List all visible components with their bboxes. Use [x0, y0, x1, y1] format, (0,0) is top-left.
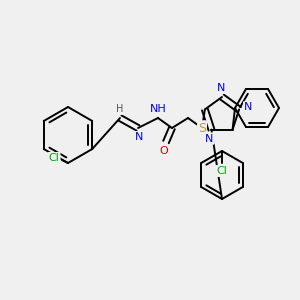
Text: N: N [217, 83, 225, 93]
Text: Cl: Cl [49, 153, 59, 163]
Text: S: S [198, 122, 206, 134]
Text: H: H [116, 104, 124, 114]
Text: N: N [205, 134, 214, 144]
Text: H: H [116, 104, 124, 114]
Text: N: N [244, 102, 252, 112]
Text: NH: NH [150, 104, 166, 114]
Text: NH: NH [150, 104, 166, 114]
Text: N: N [135, 132, 143, 142]
Text: N: N [135, 132, 143, 142]
Text: N: N [205, 134, 214, 144]
Text: O: O [160, 146, 168, 156]
Text: S: S [198, 122, 206, 134]
Text: O: O [160, 146, 168, 156]
Text: Cl: Cl [217, 166, 227, 176]
Text: N: N [217, 83, 225, 93]
Text: Cl: Cl [49, 153, 59, 163]
Text: Cl: Cl [217, 166, 227, 176]
Text: N: N [244, 102, 252, 112]
